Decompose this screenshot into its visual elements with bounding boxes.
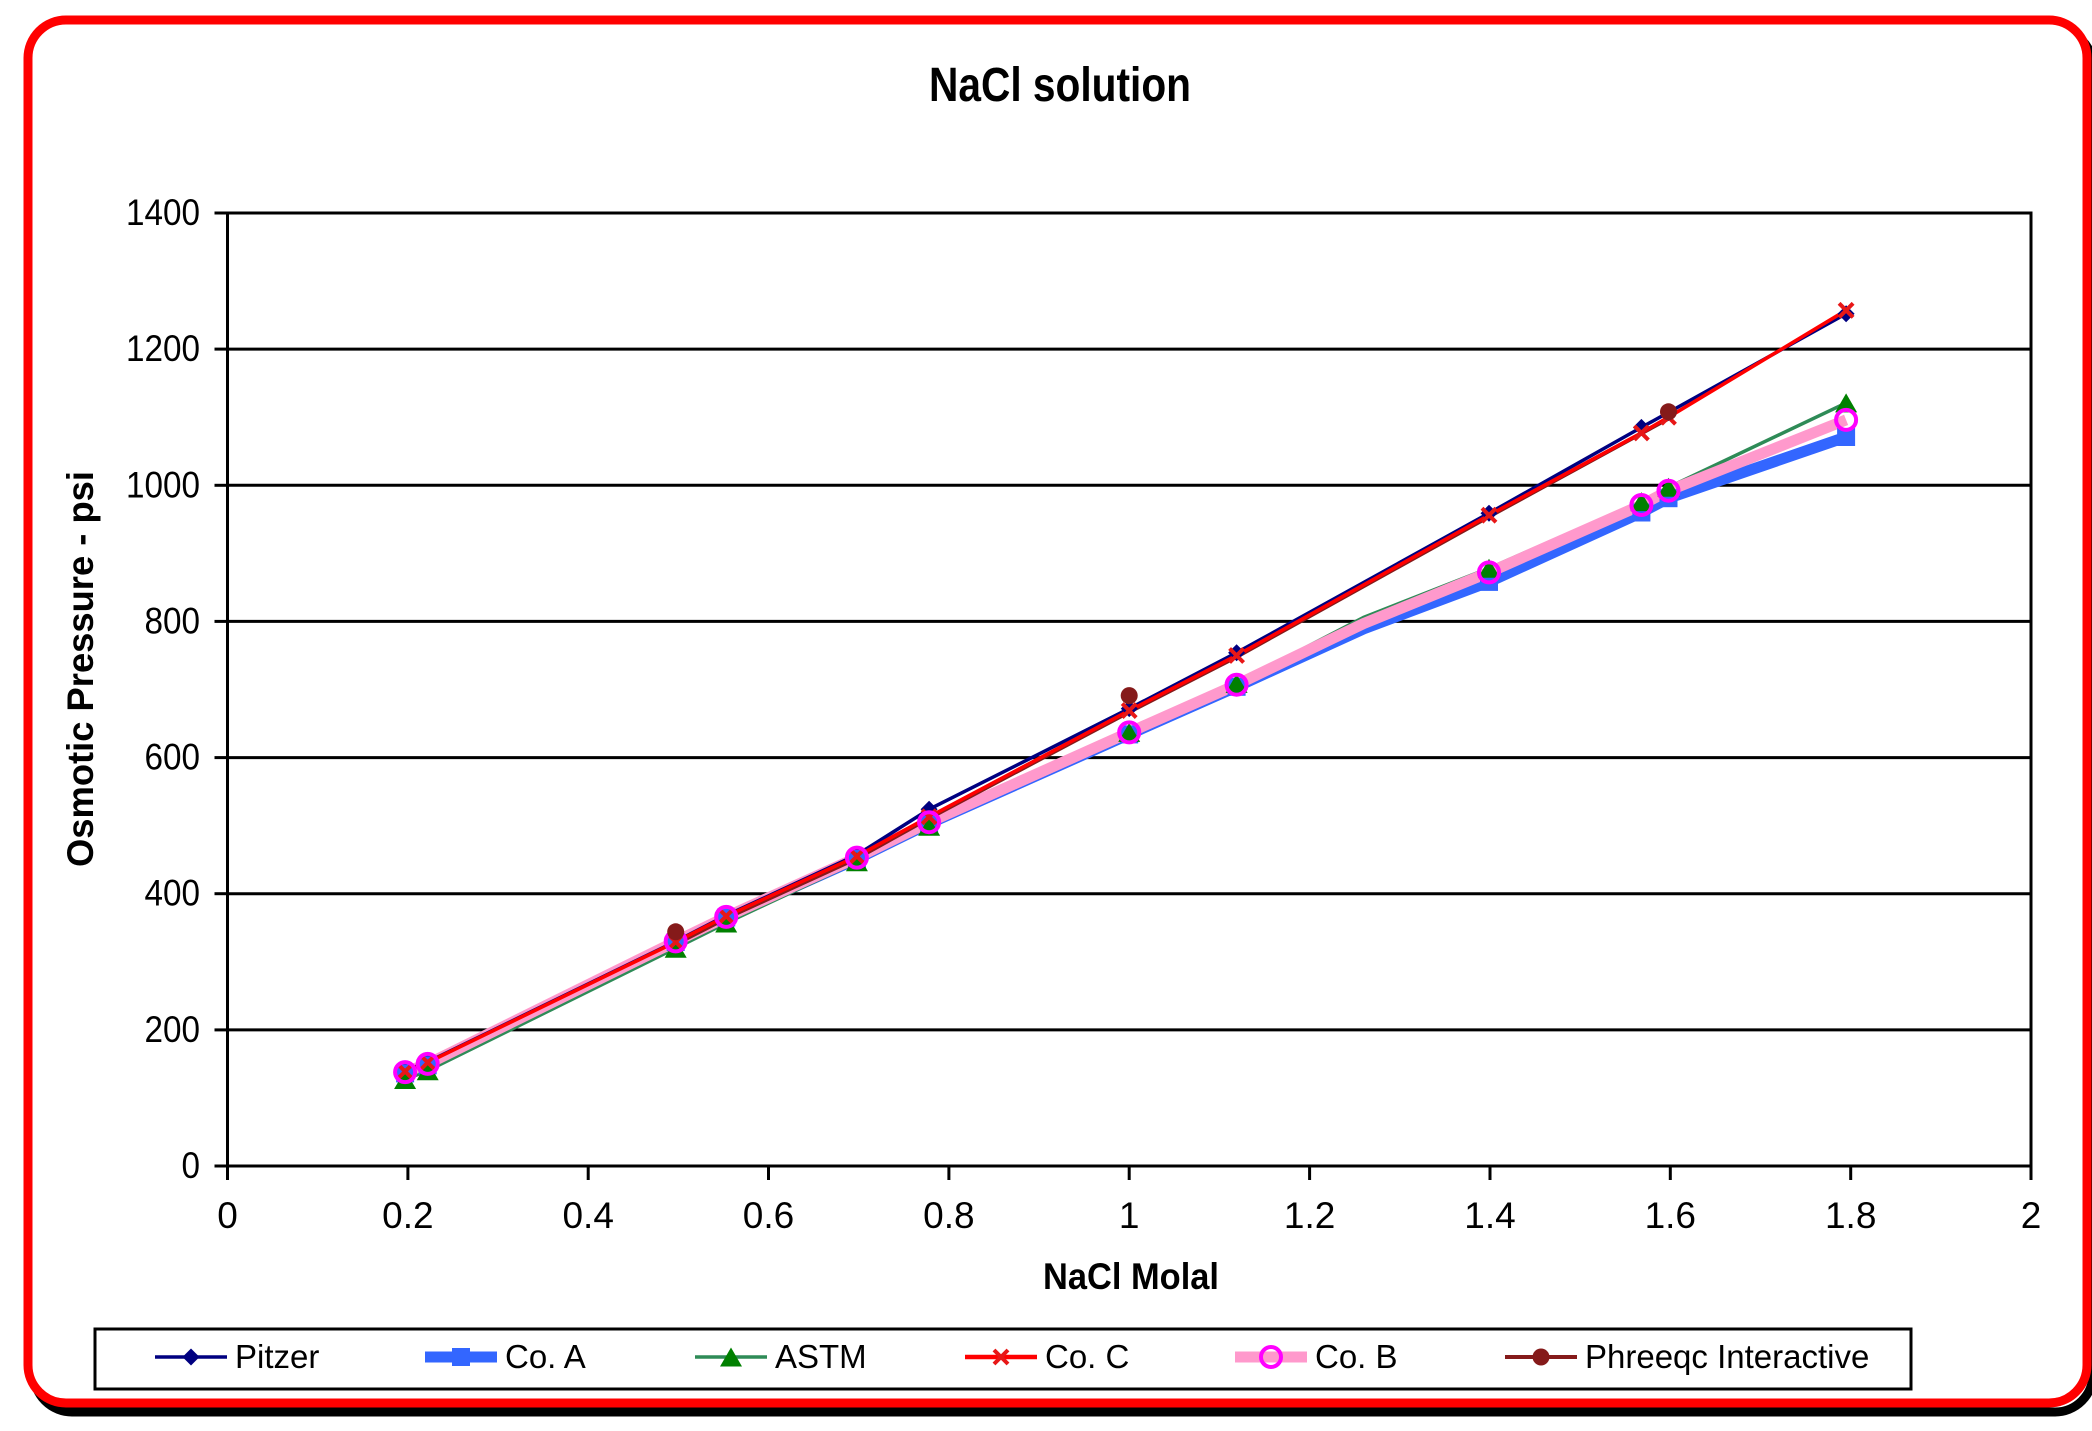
svg-text:Osmotic Pressure - psi: Osmotic Pressure - psi bbox=[60, 471, 101, 867]
svg-text:1.6: 1.6 bbox=[1645, 1195, 1696, 1236]
svg-text:200: 200 bbox=[145, 1009, 201, 1050]
svg-text:2: 2 bbox=[2021, 1195, 2042, 1236]
svg-text:0.6: 0.6 bbox=[743, 1195, 794, 1236]
svg-text:0: 0 bbox=[217, 1195, 238, 1236]
svg-text:1.4: 1.4 bbox=[1464, 1195, 1515, 1236]
svg-text:0.8: 0.8 bbox=[923, 1195, 974, 1236]
svg-text:1.8: 1.8 bbox=[1825, 1195, 1876, 1236]
svg-text:ASTM: ASTM bbox=[775, 1338, 867, 1375]
svg-text:400: 400 bbox=[145, 873, 201, 914]
svg-text:1: 1 bbox=[1119, 1195, 1140, 1236]
svg-text:0.2: 0.2 bbox=[382, 1195, 433, 1236]
svg-text:Co. C: Co. C bbox=[1045, 1338, 1129, 1375]
svg-text:0: 0 bbox=[182, 1145, 201, 1186]
svg-text:0.4: 0.4 bbox=[562, 1195, 613, 1236]
svg-text:Co. A: Co. A bbox=[505, 1338, 586, 1375]
svg-text:Pitzer: Pitzer bbox=[235, 1338, 319, 1375]
svg-text:1400: 1400 bbox=[126, 192, 200, 233]
svg-text:1.2: 1.2 bbox=[1284, 1195, 1335, 1236]
svg-text:600: 600 bbox=[145, 737, 201, 778]
svg-text:Phreeqc Interactive: Phreeqc Interactive bbox=[1585, 1338, 1869, 1375]
svg-text:Co. B: Co. B bbox=[1315, 1338, 1398, 1375]
svg-text:NaCl solution: NaCl solution bbox=[929, 59, 1191, 112]
svg-text:800: 800 bbox=[145, 600, 201, 641]
svg-text:NaCl Molal: NaCl Molal bbox=[1043, 1256, 1219, 1297]
svg-text:1000: 1000 bbox=[126, 464, 200, 505]
svg-text:1200: 1200 bbox=[126, 328, 200, 369]
